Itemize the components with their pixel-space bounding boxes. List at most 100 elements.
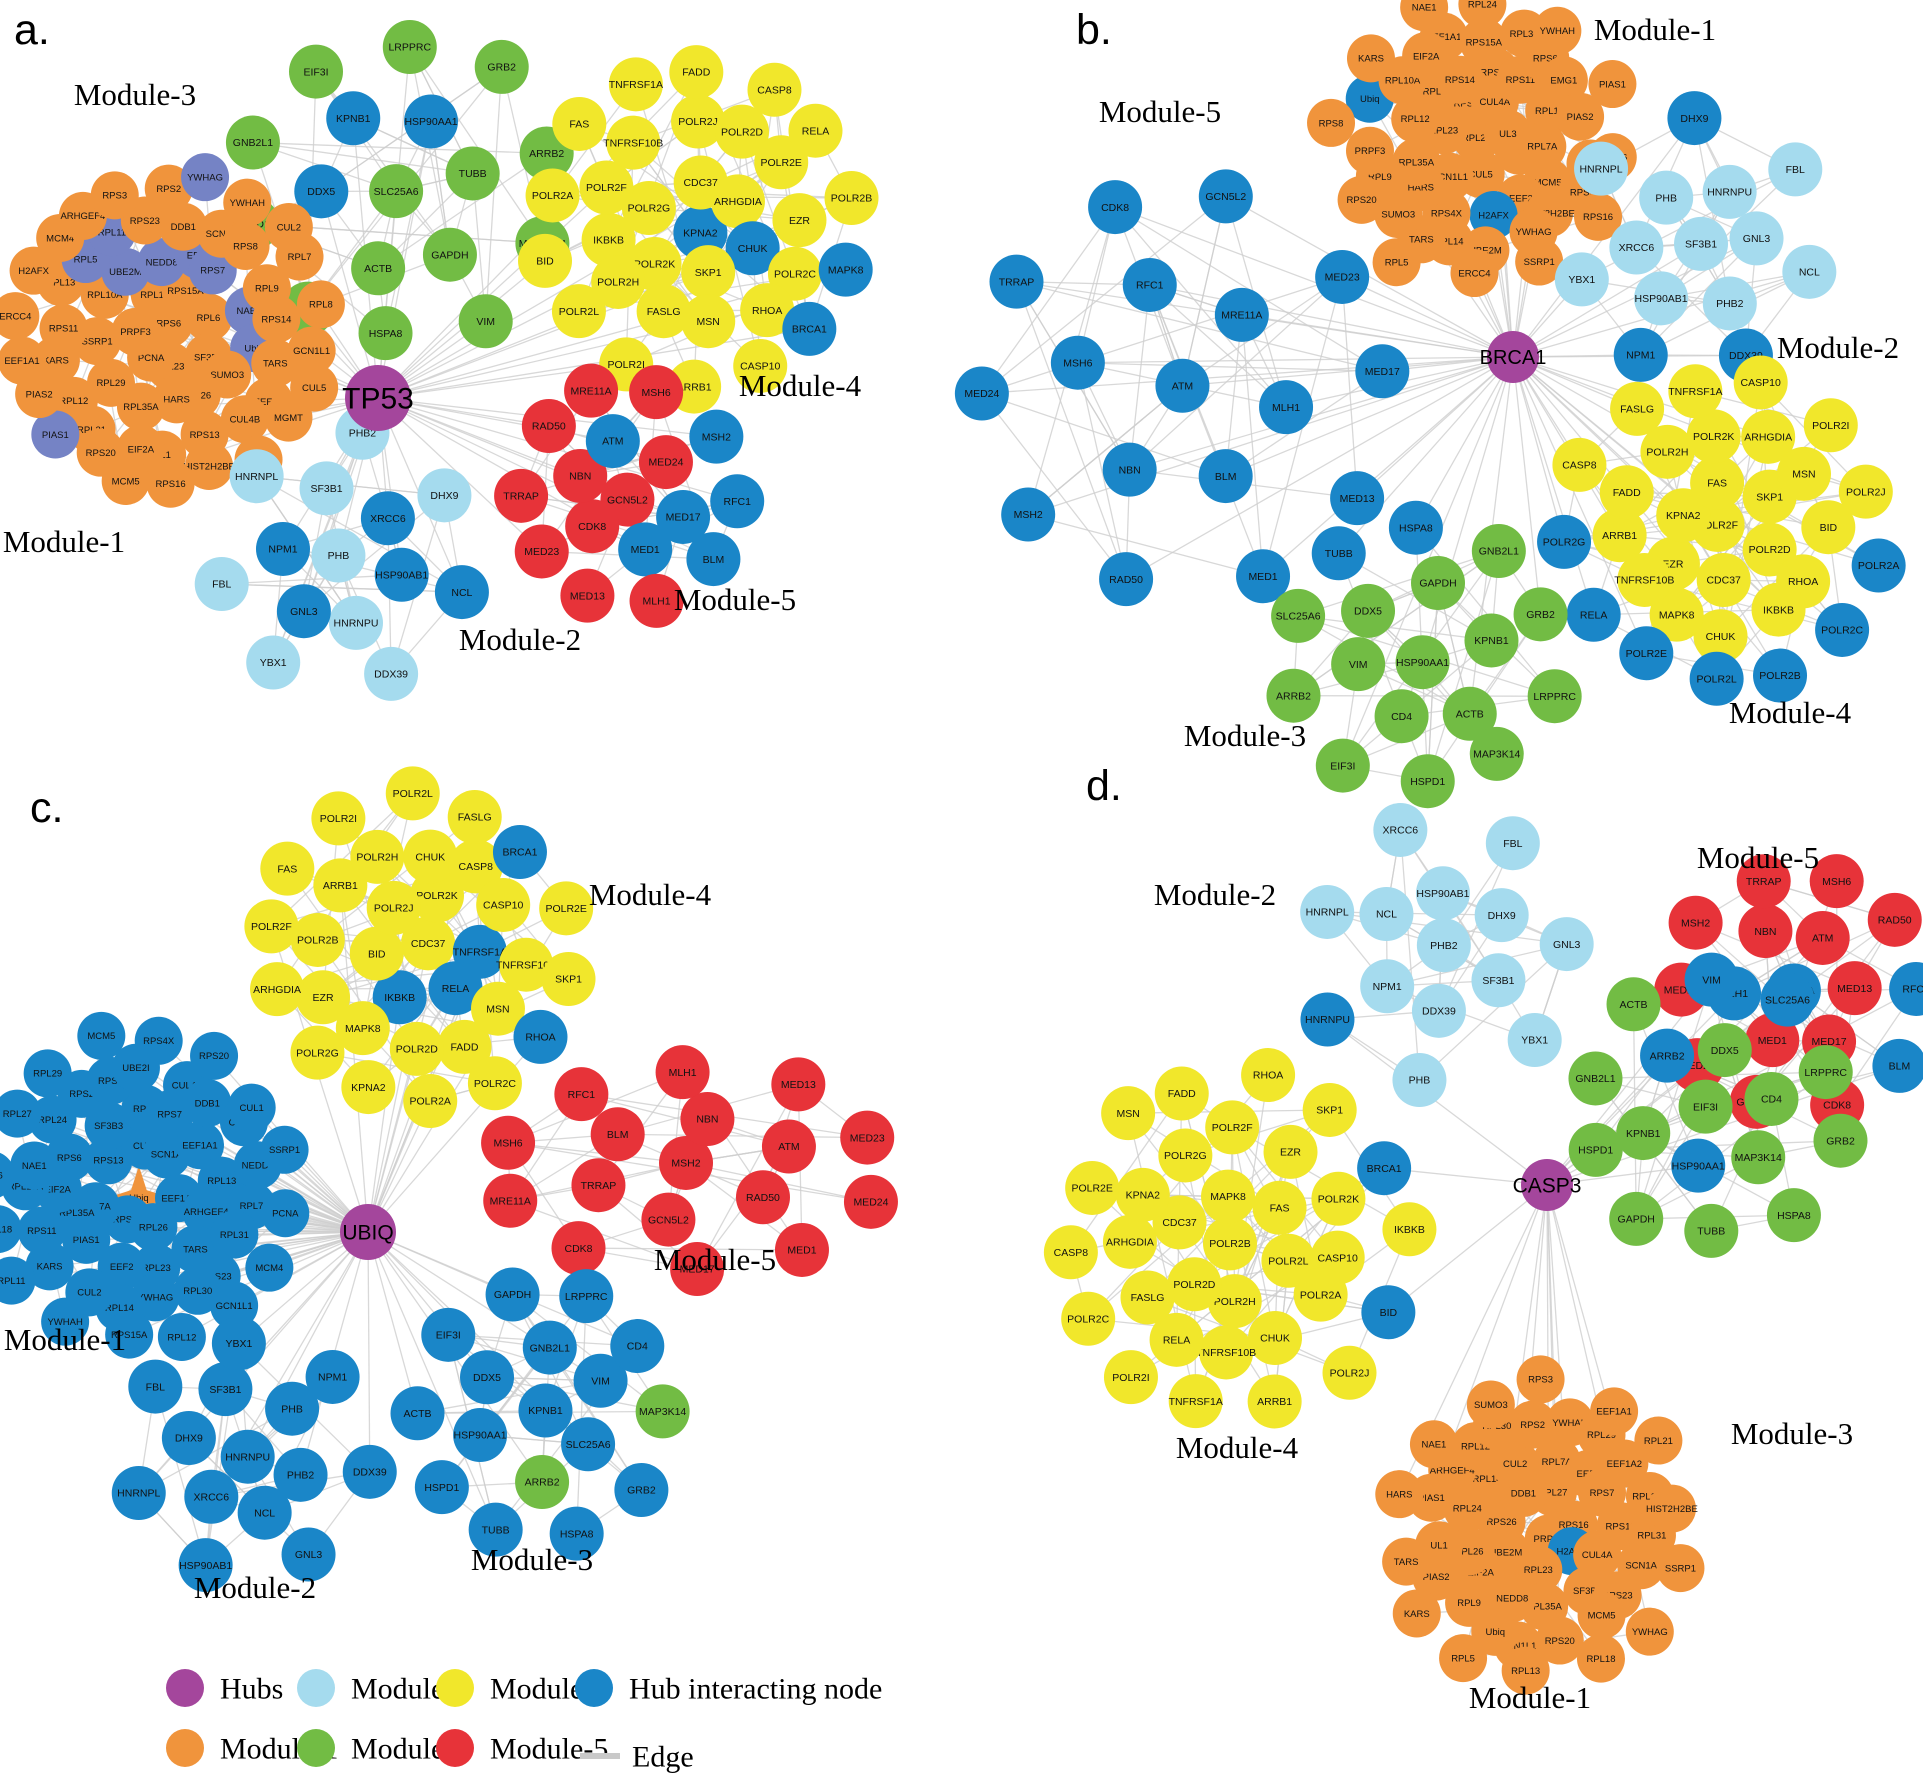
node-label: UBE2M xyxy=(1469,246,1502,257)
node-tars: TARS xyxy=(1382,1537,1431,1586)
node-circle xyxy=(1450,249,1499,298)
node-gnb2l1: GNB2L1 xyxy=(1471,524,1526,579)
edge xyxy=(1415,527,1556,697)
node-polr2a: POLR2A xyxy=(1851,538,1906,593)
node-label: PHB2 xyxy=(1430,940,1458,952)
node-phb2: PHB2 xyxy=(1416,918,1471,973)
node-label: CASP8 xyxy=(1562,460,1597,472)
node-circle xyxy=(252,294,301,343)
node-med23: MED23 xyxy=(840,1110,895,1165)
node-casp8: CASP8 xyxy=(1552,437,1607,492)
module-label: Module-4 xyxy=(1729,695,1852,730)
node-label: RPL11 xyxy=(1535,106,1563,117)
node-circle xyxy=(989,254,1044,309)
node-xrcc6: XRCC6 xyxy=(1609,220,1664,275)
node-circle xyxy=(1374,689,1429,744)
node-kpnb1: KPNB1 xyxy=(518,1383,573,1438)
node-circle xyxy=(9,246,58,295)
node-label: NPM1 xyxy=(318,1372,347,1384)
node-circle xyxy=(954,366,1009,421)
node-eif3i: EIF3I xyxy=(421,1307,476,1362)
node-circle xyxy=(1402,31,1451,80)
node-circle xyxy=(1851,538,1906,593)
node-label: RPS11 xyxy=(27,1226,56,1237)
node-hsp90ab1: HSP90AB1 xyxy=(1634,271,1689,326)
node-circle xyxy=(175,1121,224,1170)
node-label: UL3 xyxy=(1499,129,1516,140)
node-ercc4: ERCC4 xyxy=(1450,249,1499,298)
node-polr2h: POLR2H xyxy=(350,829,405,884)
node-label: RPS26 xyxy=(1487,1517,1517,1528)
node-polr2k: POLR2K xyxy=(1311,1171,1366,1226)
node-polr2k: POLR2K xyxy=(1686,409,1741,464)
node-label: RPL12 xyxy=(1461,1441,1490,1452)
node-arhgdia: ARHGDIA xyxy=(250,962,305,1017)
node-circle xyxy=(137,238,186,287)
node-h2afx: H2AFX xyxy=(9,246,58,295)
node-label: BLM xyxy=(703,554,725,566)
node-label: RPS15A xyxy=(167,286,204,297)
node-label: POLR2L xyxy=(559,306,599,318)
node-circle xyxy=(1745,1013,1800,1068)
node-label: EEF2 xyxy=(1509,194,1533,205)
node-ncl: NCL xyxy=(1359,886,1414,941)
node-cdc37: CDC37 xyxy=(1696,552,1751,607)
node-label: RPS4X xyxy=(1431,208,1463,219)
hub-circle xyxy=(340,1204,396,1260)
node-label: POLR2A xyxy=(532,190,573,202)
node-circle xyxy=(1813,1113,1868,1168)
node-circle xyxy=(350,829,405,884)
node-ssrp1: SSRP1 xyxy=(260,1125,309,1174)
node-rps2: RPS2 xyxy=(1508,1400,1557,1449)
node-circle xyxy=(1668,364,1723,419)
node-label: RAD50 xyxy=(1109,574,1143,586)
node-label: CDK8 xyxy=(1823,1100,1851,1112)
node-circle xyxy=(1207,1274,1262,1329)
node-label: MED23 xyxy=(850,1132,885,1144)
node-label: POLR2I xyxy=(1112,1372,1149,1384)
node-label: RPL23 xyxy=(1524,1565,1553,1576)
node-circle xyxy=(1539,56,1588,105)
node-msn: MSN xyxy=(470,981,525,1036)
node-circle xyxy=(740,283,795,338)
node-label: RPL24 xyxy=(1453,1504,1482,1515)
node-hsp90ab1: HSP90AB1 xyxy=(1415,866,1470,921)
node-label: RPS16 xyxy=(1559,1520,1589,1531)
node-label: FADD xyxy=(1613,487,1641,499)
node-label: RPL12 xyxy=(167,1332,196,1343)
node-label: YBX1 xyxy=(1521,1035,1548,1047)
node-polr2c: POLR2C xyxy=(767,246,822,301)
node-label: RPL13 xyxy=(46,277,75,288)
node-label: CASP8 xyxy=(757,84,792,96)
node-polr2e: POLR2E xyxy=(539,881,594,936)
node-label: POLR2I xyxy=(608,359,645,371)
node-ddx39: DDX39 xyxy=(342,1444,397,1499)
node-label: POLR2B xyxy=(831,193,872,205)
node-circle xyxy=(1099,552,1154,607)
node-label: HSPA8 xyxy=(1399,522,1433,534)
node-label: BLM xyxy=(607,1129,629,1141)
node-label: KPNA2 xyxy=(683,227,718,239)
node-label: NEDD8 xyxy=(146,257,178,268)
node-label: MED1 xyxy=(787,1245,816,1257)
hub-node-tp53: TP53 xyxy=(342,365,414,431)
node-label: SSRP1 xyxy=(269,1145,300,1156)
node-label: KARS xyxy=(1358,54,1384,65)
node-circle xyxy=(417,468,472,523)
node-med24: MED24 xyxy=(843,1174,898,1229)
hub-node-ubiq: UBIQ xyxy=(340,1204,396,1260)
node-polr2j: POLR2J xyxy=(366,880,421,935)
node-label: DDX5 xyxy=(307,186,335,198)
node-circle xyxy=(1516,1355,1565,1404)
node-ybx1: YBX1 xyxy=(246,635,301,690)
node-label: FASLG xyxy=(458,812,492,824)
node-label: MED13 xyxy=(781,1079,816,1091)
node-tars: TARS xyxy=(251,339,300,388)
hub-edge xyxy=(1114,206,1514,358)
node-mcm4: MCM4 xyxy=(245,1243,294,1292)
node-circle xyxy=(560,568,615,623)
node-mlh1: MLH1 xyxy=(655,1045,710,1100)
node-circle xyxy=(1263,1124,1318,1179)
node-label: NCL xyxy=(1376,909,1397,921)
